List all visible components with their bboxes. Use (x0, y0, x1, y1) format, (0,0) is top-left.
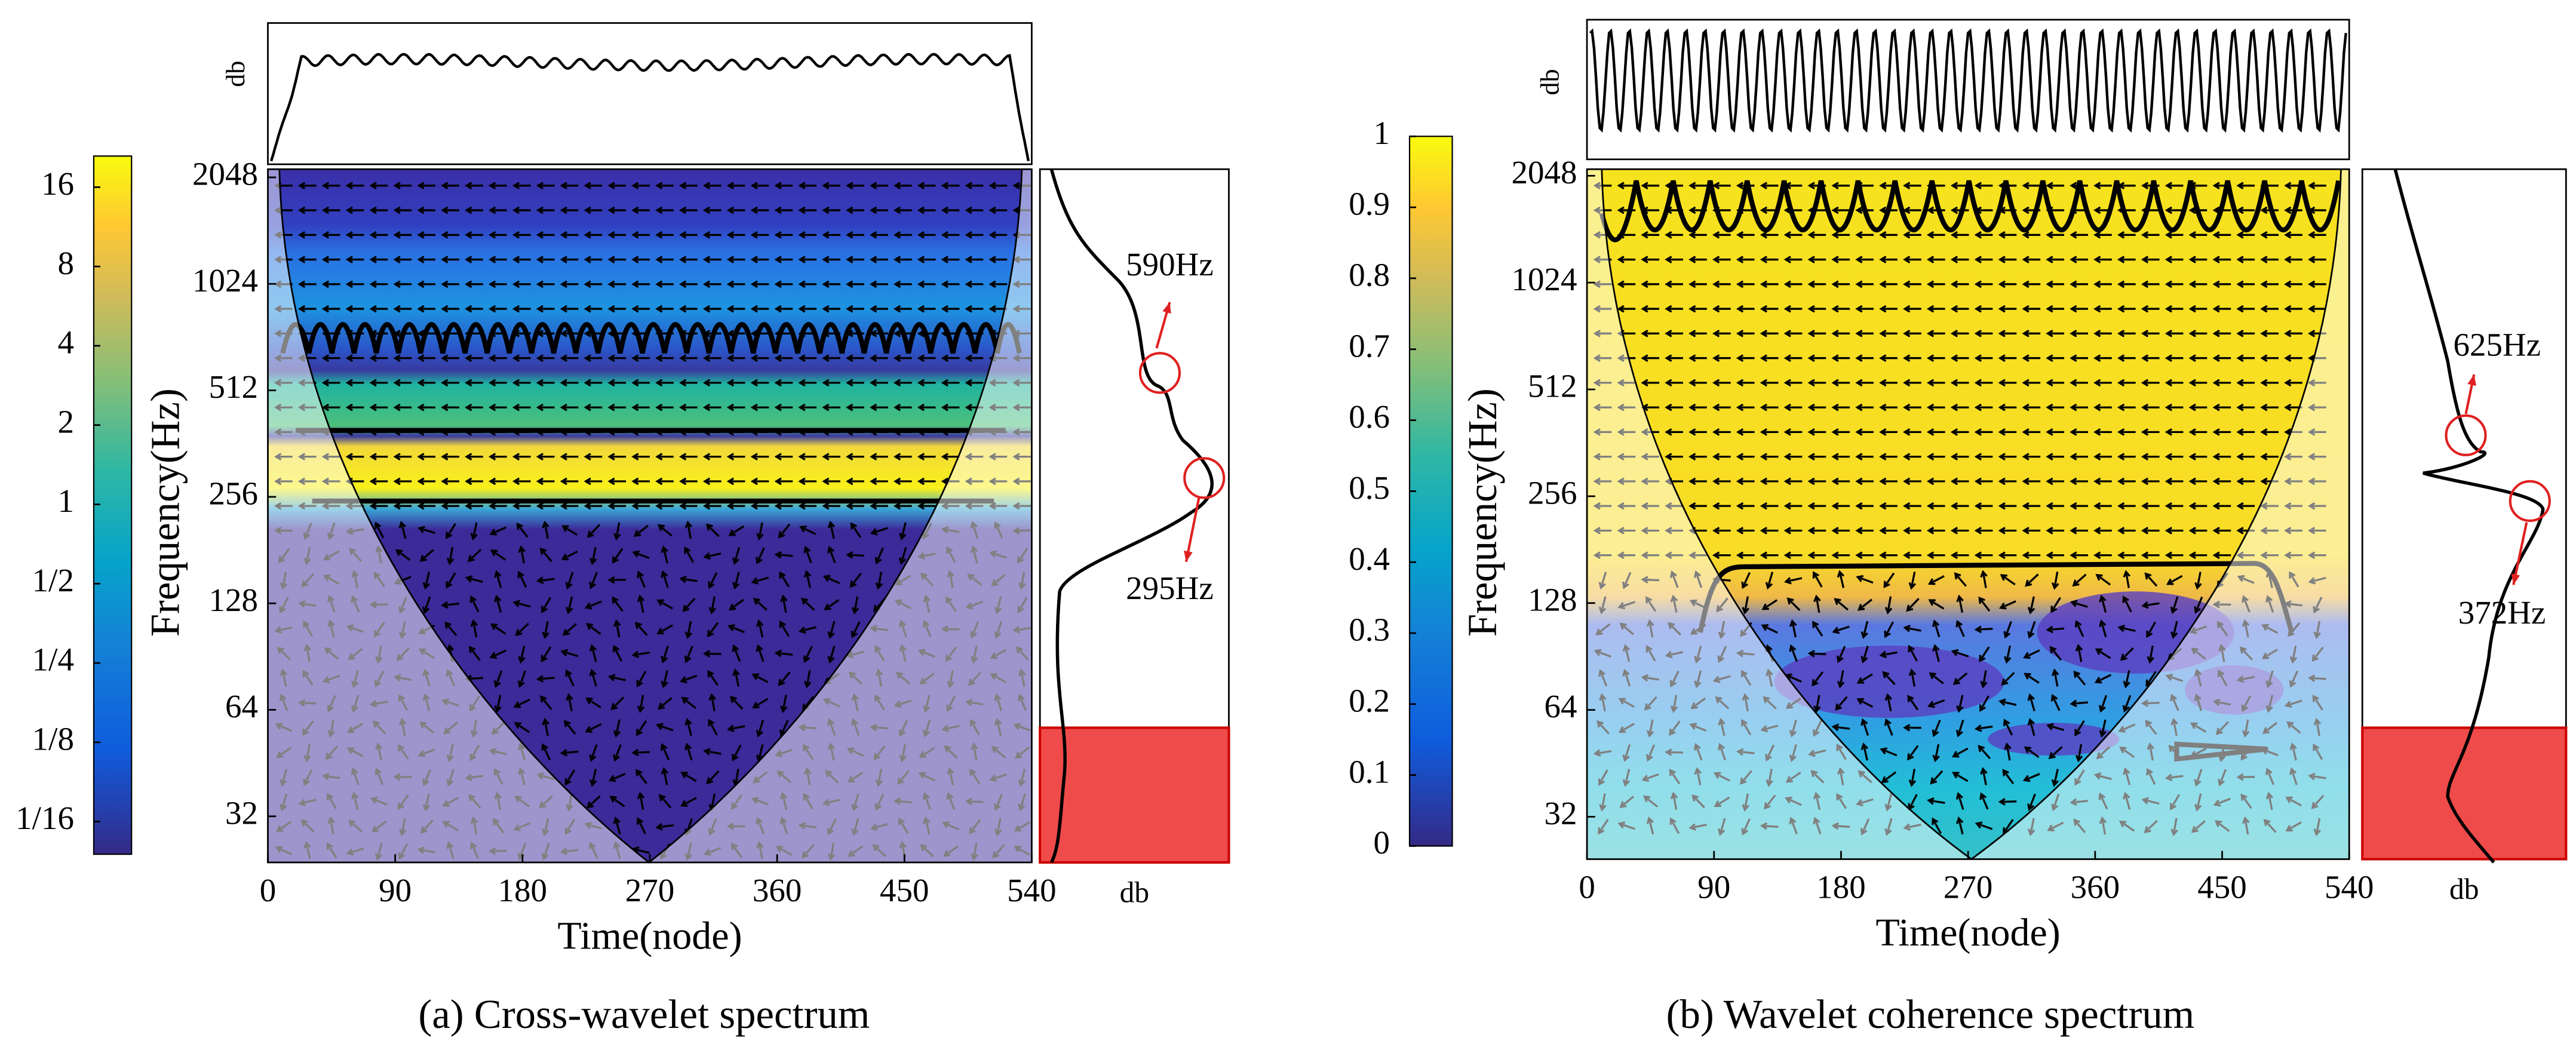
y-tick-label: 1024 (1512, 261, 1577, 297)
peak-label: 295Hz (1126, 570, 1214, 606)
peak-arrow-head (1184, 550, 1193, 562)
colorbar-tick-label: 1 (57, 483, 74, 519)
peak-arrow-head (2467, 374, 2477, 386)
peak-marker (2509, 480, 2551, 522)
panel: 0 90 180 270 360 450 540326412825651210242048T… (16, 22, 1230, 1037)
colorbar-tick-label: 0.9 (1349, 186, 1390, 222)
cone-shade (268, 169, 1032, 862)
significance-contour (280, 322, 1022, 354)
colorbar-tick-label: 1/16 (16, 800, 74, 836)
peak-marker (2445, 414, 2487, 456)
heatmap-blob (1988, 723, 2120, 756)
x-tick-label: 180 (498, 872, 548, 908)
y-axis-label: Frequency(Hz) (1460, 388, 1505, 637)
heatmap-blob (1774, 645, 2004, 718)
peak-label: 372Hz (2458, 594, 2546, 631)
y-tick-label: 64 (225, 688, 258, 724)
colorbar-tick-label: 0.3 (1349, 612, 1390, 648)
colorbar-tick-label: 8 (57, 245, 74, 281)
significance-contour (1599, 180, 2341, 242)
y-tick-label: 128 (209, 582, 259, 618)
colorbar-tick-label: 0.2 (1349, 682, 1390, 719)
x-tick-label: 360 (753, 872, 802, 908)
peak-arrow-head (2511, 573, 2520, 585)
side-axis-label: db (2449, 873, 2479, 905)
colorbar-tick-label: 0.4 (1349, 541, 1390, 577)
x-tick-label: 0 (260, 872, 277, 908)
x-tick-label: 180 (1816, 868, 1866, 905)
x-axis-label: Time(node) (557, 914, 742, 957)
peak-arrow (2512, 522, 2528, 585)
caption: (a) Cross-wavelet spectrum (418, 991, 870, 1037)
cone-shade (1587, 169, 2350, 859)
x-tick-label: 450 (2197, 868, 2247, 905)
y-tick-label: 2048 (192, 156, 258, 192)
peak-arrow (1184, 496, 1201, 563)
colorbar-tick-label: 2 (57, 403, 74, 440)
x-axis-label: Time(node) (1876, 911, 2061, 954)
side-axis-label: db (1120, 876, 1150, 908)
y-tick-label: 32 (225, 794, 258, 831)
peak-marker (1138, 352, 1181, 394)
peak-label: 590Hz (1126, 246, 1214, 283)
colorbar-tick-label: 0.5 (1349, 469, 1390, 506)
caption: (b) Wavelet coherence spectrum (1666, 991, 2195, 1037)
colorbar-tick-label: 0.8 (1349, 257, 1390, 293)
y-axis-label: Frequency(Hz) (142, 388, 188, 637)
x-tick-label: 540 (1007, 872, 1056, 908)
colorbar-tick-label: 1 (1374, 115, 1390, 151)
y-tick-label: 256 (1528, 474, 1577, 511)
y-tick-label: 1024 (192, 262, 258, 299)
top-axis-label: db (221, 61, 250, 87)
peak-marker (1183, 457, 1226, 499)
spectrum-line (1049, 168, 1214, 864)
colorbar-tick-label: 1/2 (32, 562, 74, 598)
peak-arrow-head (1162, 302, 1171, 314)
x-tick-label: 270 (1943, 868, 1993, 905)
colorbar-tick-label: 1/8 (32, 720, 74, 757)
side-highlight (1039, 726, 1230, 864)
x-tick-label: 90 (1697, 868, 1730, 905)
x-tick-label: 0 (1579, 868, 1595, 905)
spectrum-line (2393, 168, 2545, 864)
colorbar-tick-label: 1/4 (32, 641, 74, 678)
peak-label: 625Hz (2453, 327, 2541, 363)
y-tick-label: 64 (1545, 688, 1577, 724)
top-axis-label: db (1535, 69, 1564, 96)
y-tick-label: 32 (1545, 795, 1577, 831)
x-tick-label: 450 (880, 872, 929, 908)
top-panel (267, 22, 1033, 165)
colorbar-tick-label: 16 (41, 165, 74, 202)
colorbar-tick-label: 0.7 (1349, 327, 1390, 364)
y-tick-label: 2048 (1512, 154, 1577, 191)
x-tick-label: 360 (2071, 868, 2120, 905)
panel: 0 90 180 270 360 450 540 32 64 128 256 512 1024 2048 T… (1349, 19, 2568, 1037)
signal-line (269, 53, 1030, 162)
x-tick-label: 540 (2325, 868, 2374, 905)
colorbar-tick-label: 0.6 (1349, 398, 1390, 435)
y-tick-label: 128 (1528, 581, 1577, 618)
y-tick-label: 512 (209, 369, 259, 405)
colorbar-tick-label: 0 (1374, 824, 1390, 861)
x-tick-label: 270 (625, 872, 675, 908)
colorbar (1408, 136, 1453, 847)
x-tick-label: 90 (379, 872, 412, 908)
y-tick-label: 256 (209, 475, 259, 511)
colorbar-tick-label: 4 (57, 324, 74, 361)
signal-line (1589, 28, 2347, 133)
colorbar-tick-label: 0.1 (1349, 753, 1390, 790)
y-tick-label: 512 (1528, 368, 1577, 404)
